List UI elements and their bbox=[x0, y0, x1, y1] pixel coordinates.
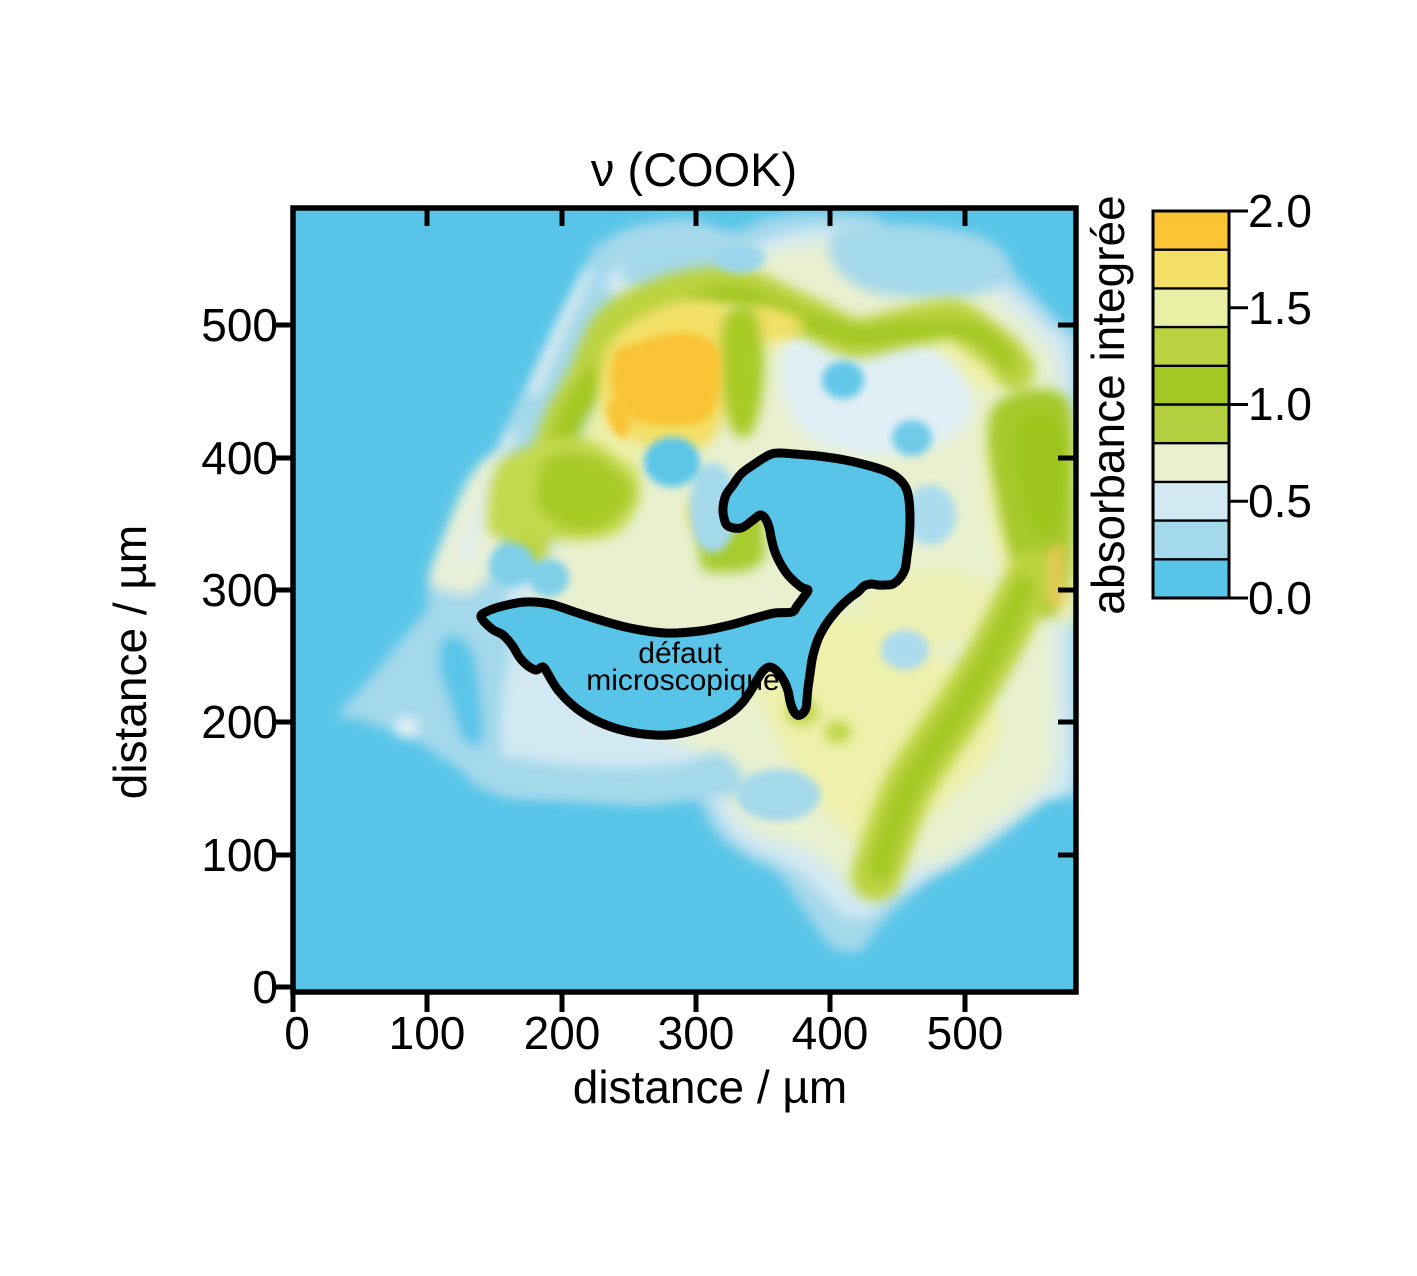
svg-text:défaut: défaut bbox=[638, 637, 722, 670]
svg-text:100: 100 bbox=[389, 1007, 466, 1059]
svg-text:0.5: 0.5 bbox=[1248, 475, 1312, 527]
svg-text:500: 500 bbox=[927, 1007, 1004, 1059]
svg-text:400: 400 bbox=[201, 432, 278, 484]
svg-text:ν (COOK): ν (COOK) bbox=[591, 143, 797, 196]
svg-text:200: 200 bbox=[524, 1007, 601, 1059]
svg-text:0: 0 bbox=[284, 1007, 310, 1059]
svg-text:400: 400 bbox=[792, 1007, 869, 1059]
svg-text:300: 300 bbox=[201, 564, 278, 616]
svg-text:0: 0 bbox=[252, 961, 278, 1013]
svg-text:2.0: 2.0 bbox=[1248, 185, 1312, 237]
svg-text:microscopique: microscopique bbox=[586, 664, 779, 697]
svg-text:absorbance integrée: absorbance integrée bbox=[1082, 195, 1134, 614]
svg-text:1.5: 1.5 bbox=[1248, 282, 1312, 334]
svg-text:distance / µm: distance / µm bbox=[104, 525, 156, 800]
svg-text:100: 100 bbox=[201, 829, 278, 881]
svg-text:distance / µm: distance / µm bbox=[573, 1061, 848, 1113]
svg-text:200: 200 bbox=[201, 696, 278, 748]
svg-text:300: 300 bbox=[658, 1007, 735, 1059]
svg-text:1.0: 1.0 bbox=[1248, 378, 1312, 430]
svg-text:0.0: 0.0 bbox=[1248, 572, 1312, 624]
svg-text:500: 500 bbox=[201, 299, 278, 351]
